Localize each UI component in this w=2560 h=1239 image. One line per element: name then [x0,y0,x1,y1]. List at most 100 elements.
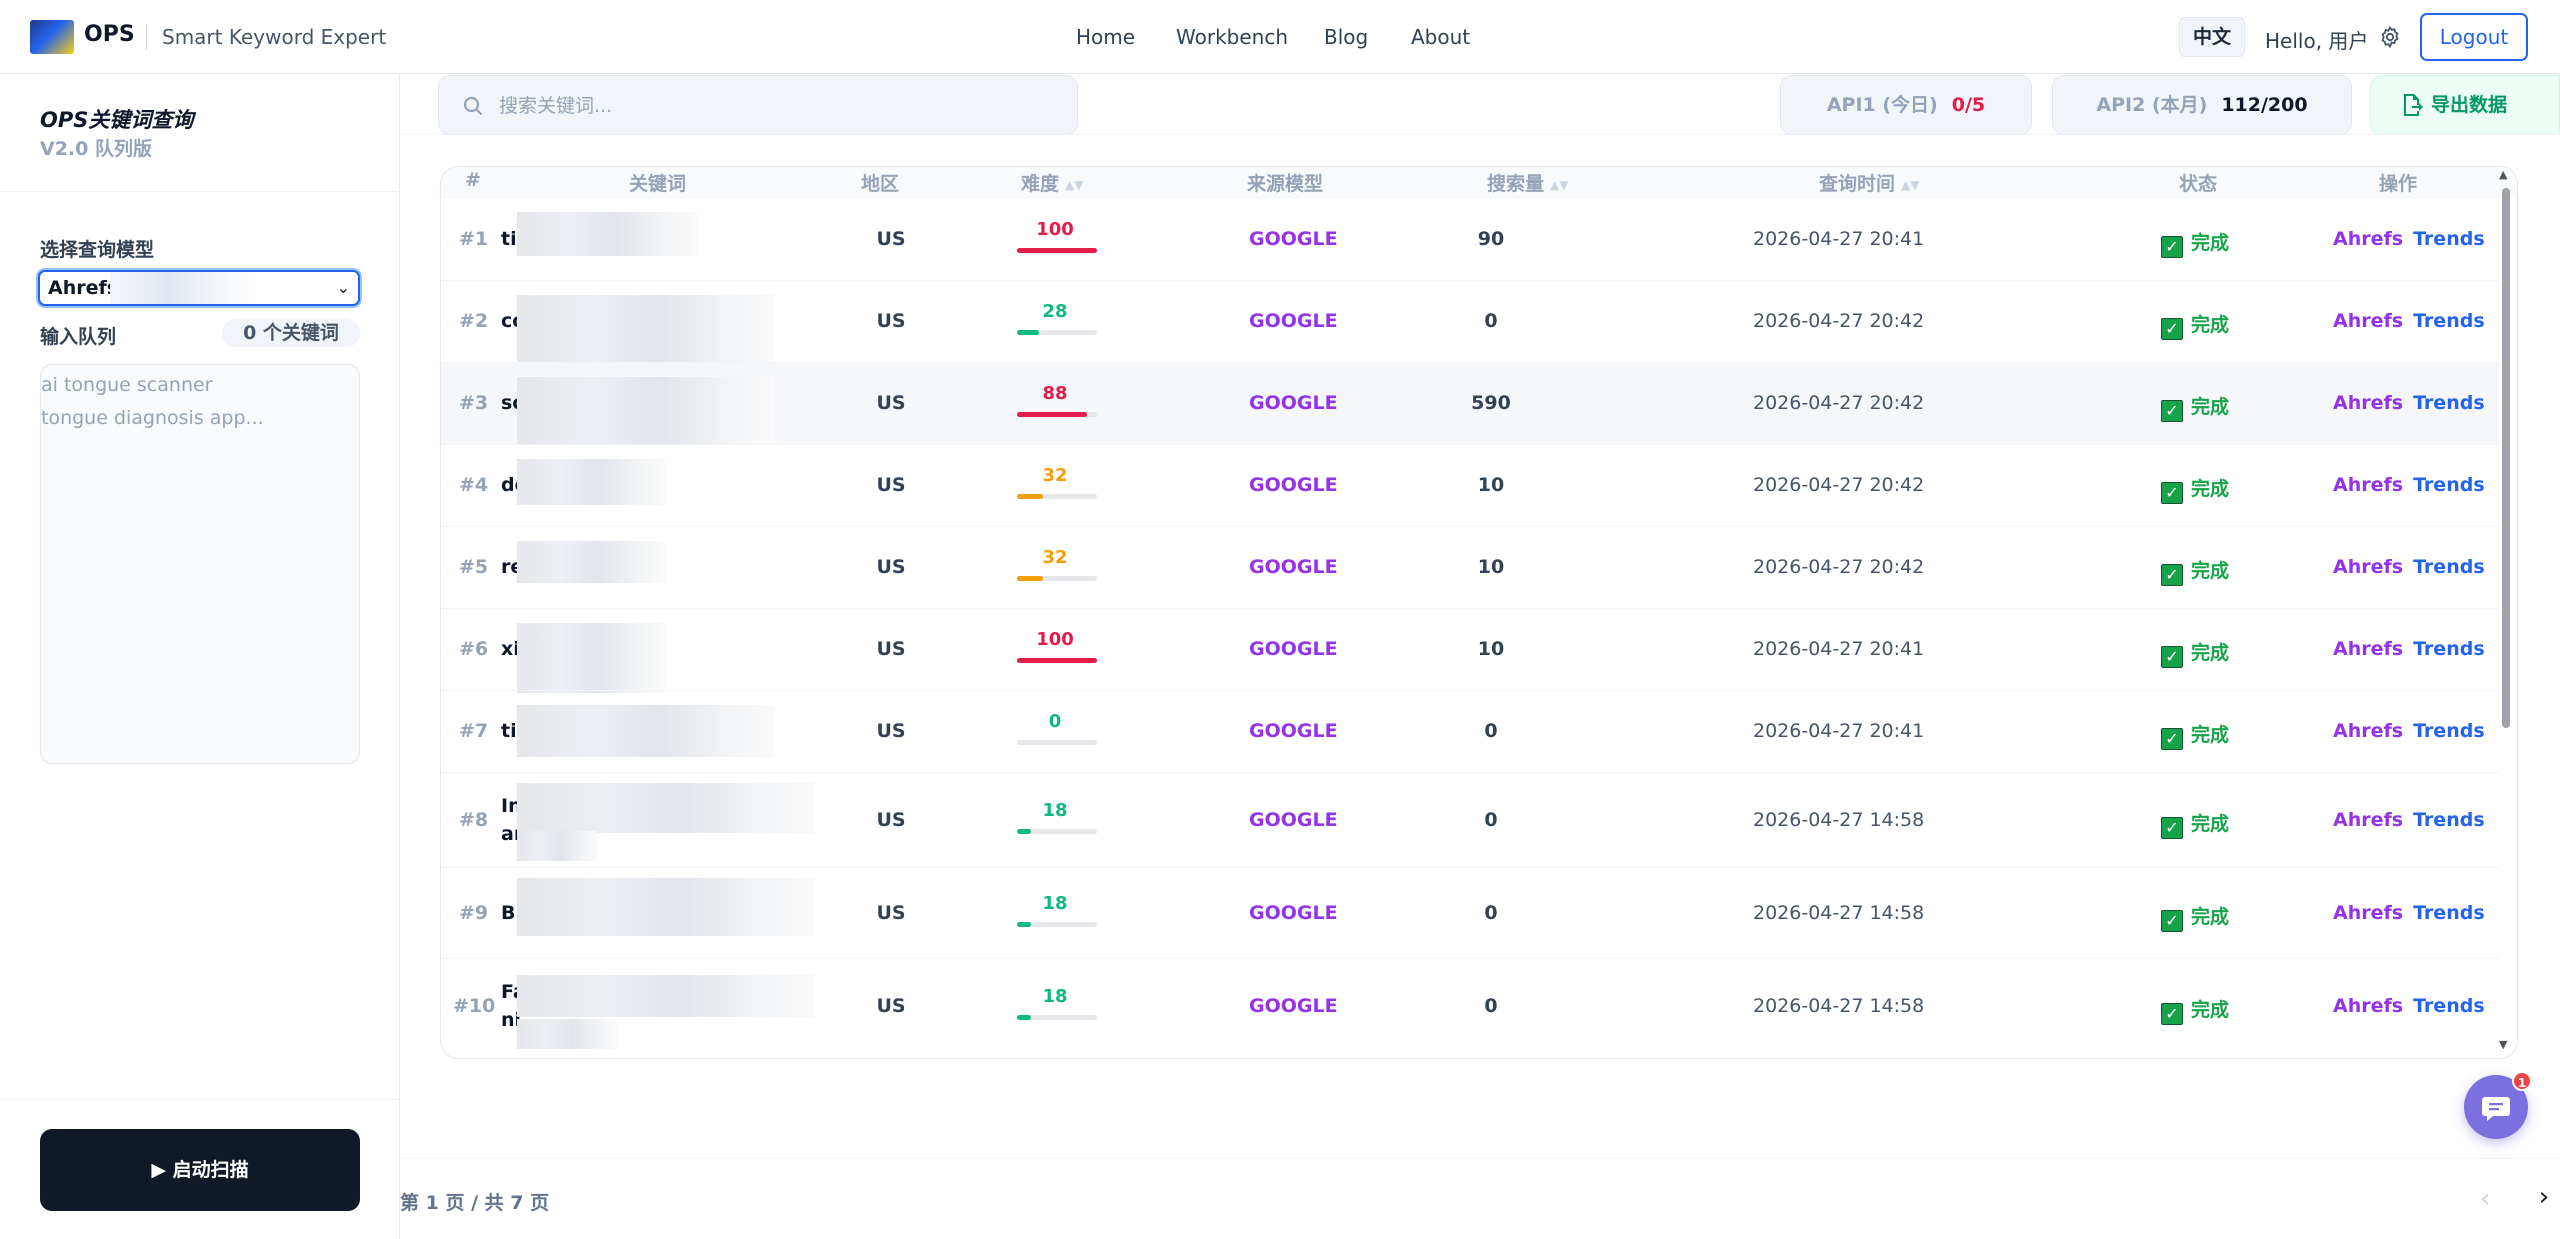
ahrefs-link[interactable]: Ahrefs [2333,228,2404,250]
trends-link[interactable]: Trends [2413,474,2485,496]
checkmark-icon: ✓ [2161,817,2183,839]
table-header: # 关键词 地区 难度 ▲▼ 来源模型 搜索量 ▲▼ 查询时间 ▲▼ 状态 操作 [441,167,2517,197]
trends-link[interactable]: Trends [2413,902,2485,924]
sidebar: OPS关键词查询 V2.0 队列版 选择查询模型 Ahrefs ⌄ 输入队列 0… [0,74,400,1239]
ahrefs-link[interactable]: Ahrefs [2333,902,2404,924]
nav-home[interactable]: Home [1076,25,1136,49]
trends-link[interactable]: Trends [2413,720,2485,742]
trends-link[interactable]: Trends [2413,638,2485,660]
api2-quota-pill: API2 (本月) 112/200 [2052,75,2352,135]
trends-link[interactable]: Trends [2413,392,2485,414]
table-row: #4 do US 32 GOOGLE 10 2026-04-27 20:42 ✓ 完成 Ahref… [441,444,2499,526]
status-text: 完成 [2191,724,2230,746]
status-badge: ✓ 完成 [2161,809,2229,839]
ahrefs-link[interactable]: Ahrefs [2333,556,2404,578]
status-badge: ✓ 完成 [2161,638,2229,668]
region-cell: US [876,720,906,742]
difficulty-bar-fill [1017,829,1032,834]
search-volume: 90 [1477,228,1505,250]
sort-icon: ▲▼ [1901,178,1920,192]
sidebar-divider [0,191,400,192]
logout-button[interactable]: Logout [2420,13,2528,61]
sort-icon: ▲▼ [1550,178,1569,192]
search-volume: 590 [1471,392,1511,414]
status-badge: ✓ 完成 [2161,474,2229,504]
query-time: 2026-04-27 14:58 [1753,995,1925,1017]
header-actions: 操作 [2379,173,2418,195]
ahrefs-link[interactable]: Ahrefs [2333,392,2404,414]
table-row: #5 re US 32 GOOGLE 10 2026-04-27 20:42 ✓ 完成 Ahref… [441,526,2499,608]
query-time: 2026-04-27 14:58 [1753,902,1925,924]
region-cell: US [876,310,906,332]
table-row: #7 til US 0 GOOGLE 0 2026-04-27 20:41 ✓ 完成 Ahrefs… [441,690,2499,772]
ahrefs-link[interactable]: Ahrefs [2333,995,2404,1017]
scroll-down-icon[interactable]: ▼ [2499,1038,2508,1051]
export-data-button[interactable]: 导出数据 [2370,75,2560,135]
placeholder-line: ai tongue scanner [41,374,213,396]
header-difficulty[interactable]: 难度 ▲▼ [1021,169,1083,196]
queue-label: 输入队列 [40,326,117,348]
nav-workbench[interactable]: Workbench [1176,25,1288,49]
status-badge: ✓ 完成 [2161,228,2229,258]
ahrefs-link[interactable]: Ahrefs [2333,720,2404,742]
nav-blog[interactable]: Blog [1324,25,1369,49]
status-text: 完成 [2191,906,2230,928]
model-select[interactable]: Ahrefs ⌄ [38,270,360,306]
ahrefs-link[interactable]: Ahrefs [2333,310,2404,332]
row-index: #3 [459,392,489,414]
keyword-text[interactable]: xi [501,638,520,660]
header-time-label: 查询时间 [1819,173,1896,195]
redacted-keyword-block [517,831,597,861]
search-input[interactable] [499,90,1059,122]
start-scan-button[interactable]: ▶ 启动扫描 [40,1129,360,1211]
status-badge: ✓ 完成 [2161,902,2229,932]
redacted-keyword-block [517,541,665,583]
row-actions: Ahrefs Trends [2333,310,2485,332]
ahrefs-link[interactable]: Ahrefs [2333,474,2404,496]
trends-link[interactable]: Trends [2413,556,2485,578]
region-cell: US [876,556,906,578]
language-toggle-button[interactable]: 中文 [2179,17,2245,57]
ahrefs-link[interactable]: Ahrefs [2333,638,2404,660]
ahrefs-link[interactable]: Ahrefs [2333,809,2404,831]
trends-link[interactable]: Trends [2413,809,2485,831]
source-model: GOOGLE [1249,310,1338,332]
trends-link[interactable]: Trends [2413,228,2485,250]
query-time: 2026-04-27 20:42 [1753,556,1925,578]
search-volume: 10 [1477,474,1505,496]
table-row: #8 In ar US 18 GOOGLE 0 2026-04-27 14:58 ✓ 完成 Ahre… [441,772,2499,867]
logo-icon[interactable] [30,20,74,54]
prev-page-button[interactable]: ‹ [2480,1184,2491,1214]
keyword-queue-textarea[interactable]: ai tongue scanner tongue diagnosis app..… [40,364,360,764]
trends-link[interactable]: Trends [2413,995,2485,1017]
table-scrollbar[interactable]: ▲ ▼ [2494,166,2518,1059]
brand-subtitle: Smart Keyword Expert [162,25,387,49]
status-text: 完成 [2191,813,2230,835]
status-text: 完成 [2191,314,2230,336]
search-box[interactable] [438,75,1078,135]
row-actions: Ahrefs Trends [2333,638,2485,660]
difficulty-bar [1017,412,1097,417]
difficulty-bar-fill [1017,330,1040,335]
next-page-button[interactable]: › [2538,1182,2550,1212]
table-row: #10 Fa ni US 18 GOOGLE 0 2026-04-27 14:58 ✓ 完成 Ahr… [441,958,2499,1053]
keyword-text[interactable]: In [501,795,522,817]
redacted-keyword-block [517,878,815,936]
search-volume: 0 [1484,310,1498,332]
header-volume[interactable]: 搜索量 ▲▼ [1487,169,1568,196]
brand-name[interactable]: OPS [84,22,135,47]
difficulty-value: 0 [1048,711,1062,732]
trends-link[interactable]: Trends [2413,310,2485,332]
row-actions: Ahrefs Trends [2333,902,2485,924]
nav-about[interactable]: About [1411,25,1471,49]
gear-icon[interactable] [2378,25,2402,49]
header-status: 状态 [2179,173,2218,195]
scrollbar-thumb[interactable] [2502,188,2510,728]
header-time[interactable]: 查询时间 ▲▼ [1819,169,1919,196]
chat-notification-badge: 1 [2512,1071,2532,1091]
scroll-up-icon[interactable]: ▲ [2499,168,2508,181]
source-model: GOOGLE [1249,474,1338,496]
checkmark-icon: ✓ [2161,1003,2183,1025]
checkmark-icon: ✓ [2161,728,2183,750]
region-cell: US [876,809,906,831]
